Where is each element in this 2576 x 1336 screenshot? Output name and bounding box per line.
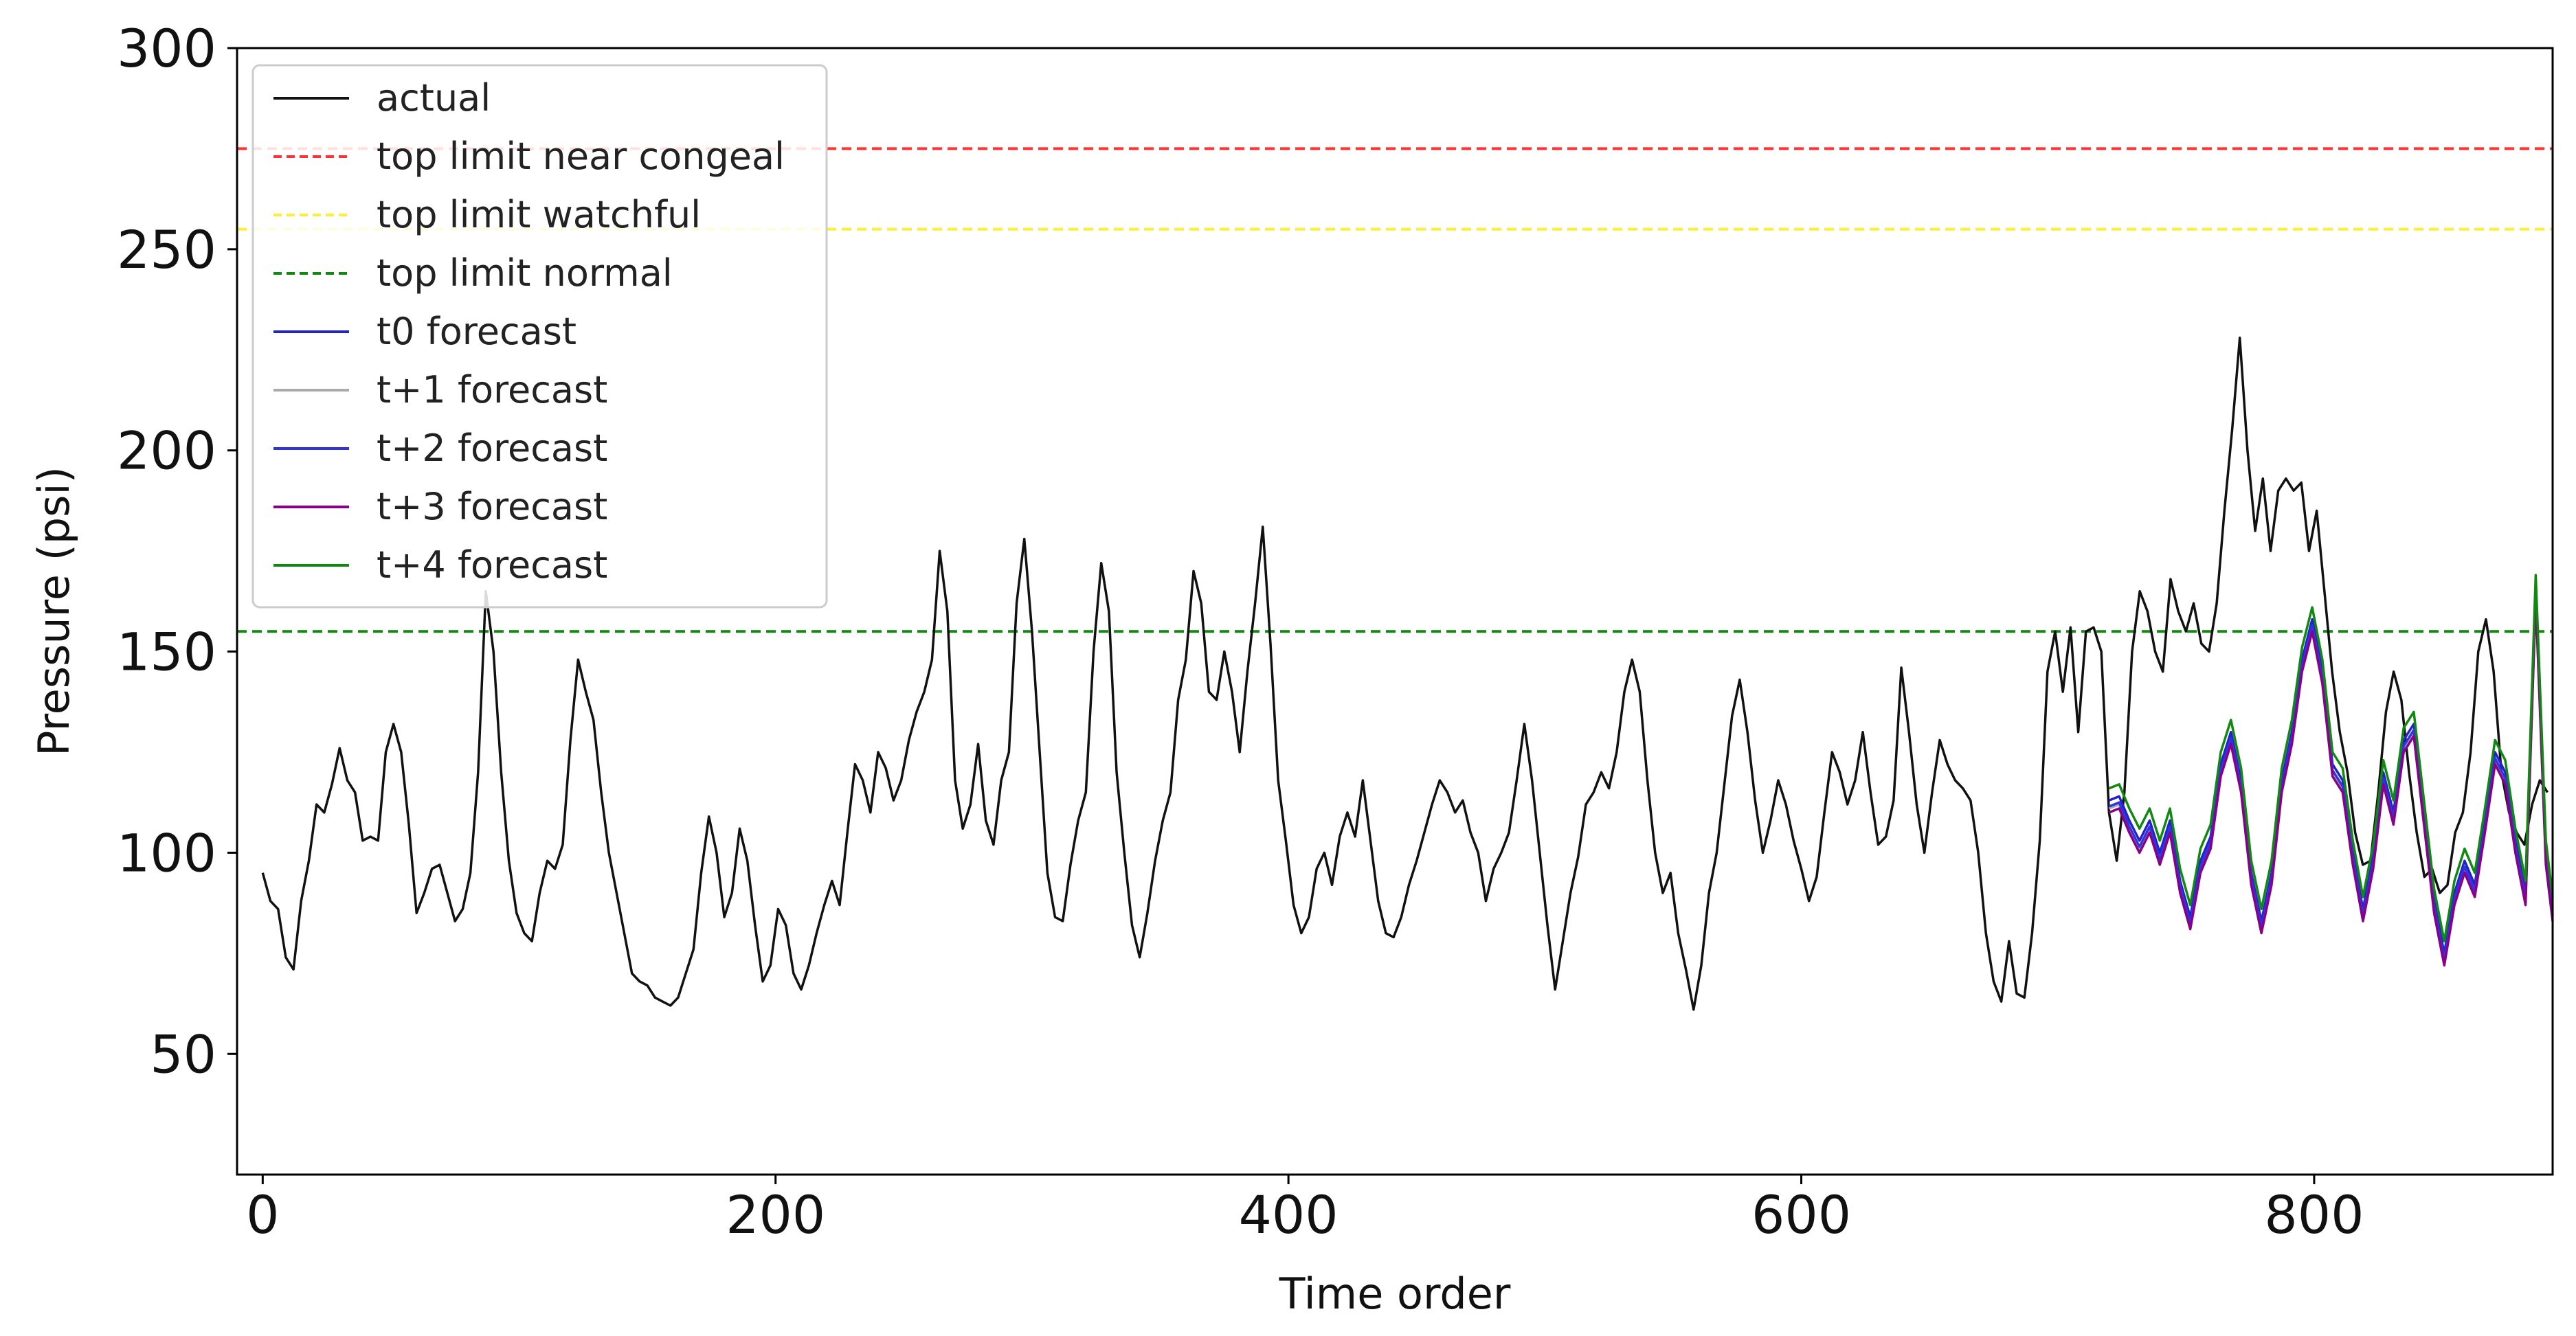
x-tick-label-2: 400 <box>1239 1184 1339 1245</box>
legend-label-1: top limit near congeal <box>377 135 785 178</box>
y-tick-label-2: 150 <box>117 622 216 683</box>
y-tick-label-0: 50 <box>150 1023 216 1085</box>
legend: actual top limit near congeal top limit wa… <box>251 64 828 609</box>
legend-label-5: t+1 forecast <box>377 368 607 411</box>
x-tick-label-1: 200 <box>726 1184 825 1245</box>
y-axis-label: Pressure (psi) <box>29 466 79 756</box>
series-lines <box>261 336 2554 1011</box>
legend-label-3: top limit normal <box>377 251 673 295</box>
legend-label-7: t+3 forecast <box>377 485 607 528</box>
legend-label-2: top limit watchful <box>377 193 701 236</box>
legend-label-6: t+2 forecast <box>377 427 607 470</box>
series-forecast-4 <box>2108 574 2554 943</box>
legend-box <box>251 64 828 609</box>
legend-label-0: actual <box>377 76 491 120</box>
y-tick-label-4: 250 <box>117 219 216 280</box>
plot-frame <box>236 47 2554 1176</box>
y-tick-label-5: 300 <box>117 18 216 79</box>
x-axis-label: Time order <box>1279 1269 1511 1319</box>
series-forecast-3 <box>2108 598 2554 967</box>
y-tick-label-1: 100 <box>117 822 216 883</box>
y-axis: 50 100 150 200 250 300 <box>117 18 237 1085</box>
legend-label-4: t0 forecast <box>377 310 576 353</box>
x-axis: 0 200 400 600 800 <box>246 1175 2364 1245</box>
legend-label-8: t+4 forecast <box>377 543 607 587</box>
x-tick-label-0: 0 <box>246 1184 279 1245</box>
x-tick-label-3: 600 <box>1751 1184 1851 1245</box>
x-tick-label-4: 800 <box>2264 1184 2364 1245</box>
series-actual <box>261 336 2549 1011</box>
y-tick-label-3: 200 <box>117 420 216 482</box>
